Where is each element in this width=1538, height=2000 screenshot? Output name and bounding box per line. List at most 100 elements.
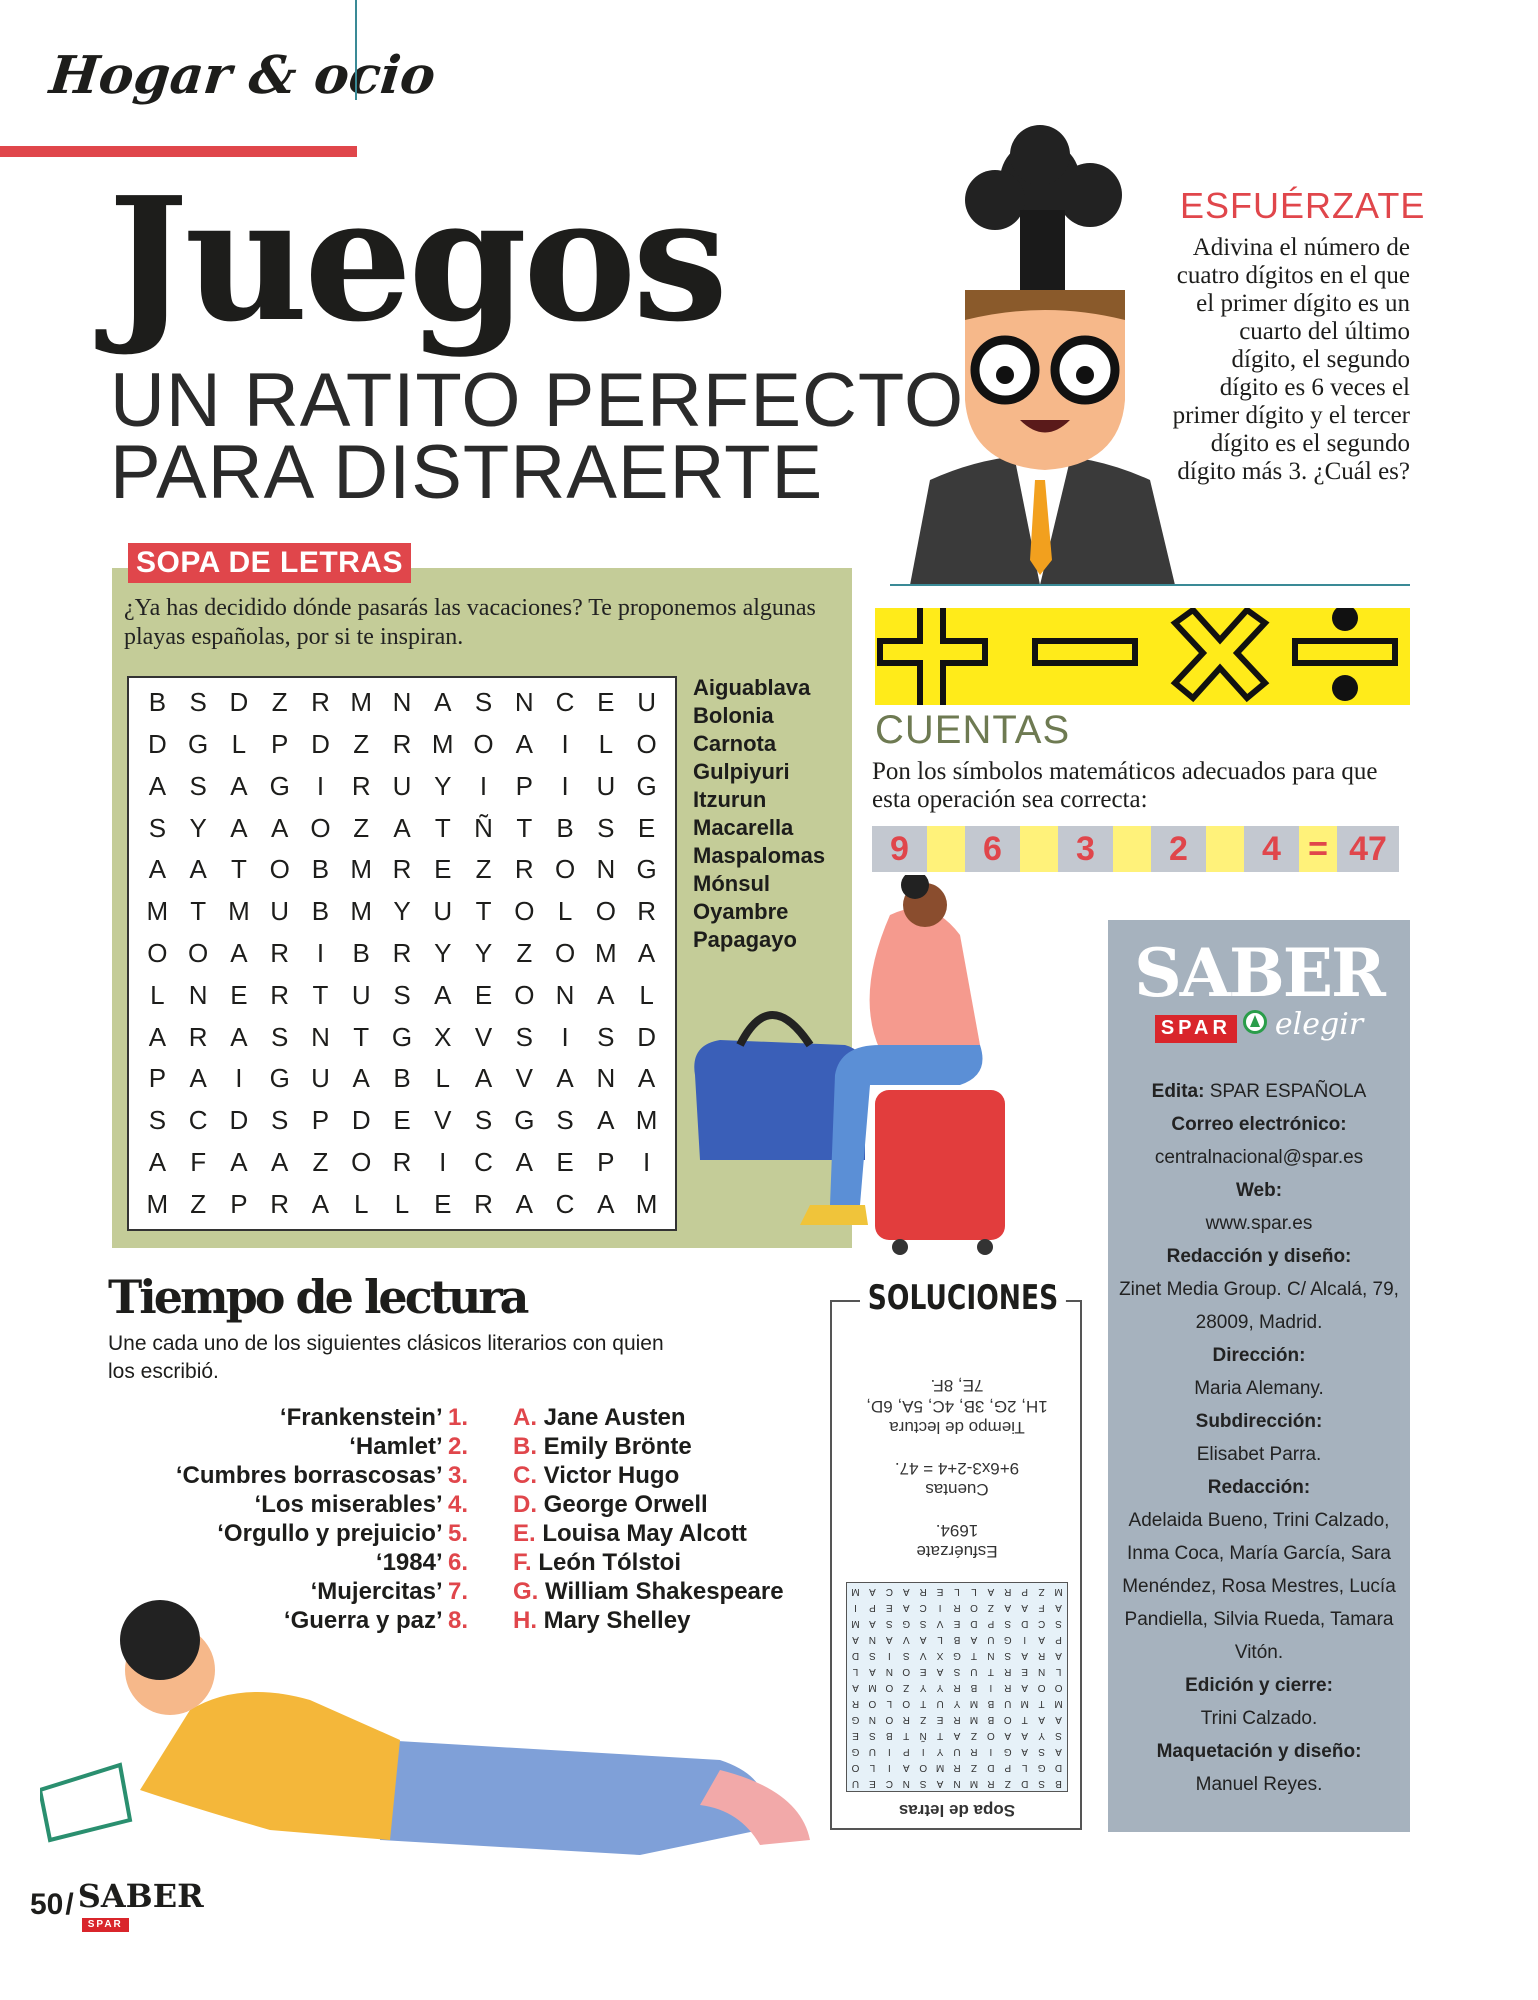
grid-letter[interactable]: G bbox=[269, 1063, 290, 1094]
grid-letter[interactable]: S bbox=[597, 812, 615, 843]
grid-letter[interactable]: T bbox=[475, 896, 492, 927]
grid-letter[interactable]: M bbox=[350, 854, 373, 885]
grid-letter[interactable]: S bbox=[474, 1105, 493, 1136]
grid-letter[interactable]: P bbox=[311, 1105, 330, 1136]
grid-letter[interactable]: A bbox=[148, 1146, 167, 1177]
grid-letter[interactable]: M bbox=[431, 729, 454, 760]
grid-letter[interactable]: N bbox=[392, 687, 412, 718]
grid-letter[interactable]: R bbox=[514, 854, 534, 885]
grid-letter[interactable]: T bbox=[190, 896, 207, 927]
grid-letter[interactable]: R bbox=[474, 1188, 493, 1219]
grid-letter[interactable]: I bbox=[561, 729, 569, 760]
grid-letter[interactable]: Y bbox=[393, 896, 411, 927]
grid-letter[interactable]: A bbox=[637, 1063, 656, 1094]
grid-letter[interactable]: Z bbox=[516, 937, 533, 968]
grid-letter[interactable]: M bbox=[635, 1105, 658, 1136]
grid-letter[interactable]: E bbox=[393, 1105, 411, 1136]
grid-letter[interactable]: A bbox=[597, 979, 615, 1010]
grid-letter[interactable]: A bbox=[189, 854, 207, 885]
grid-letter[interactable]: I bbox=[316, 770, 325, 801]
grid-letter[interactable]: Z bbox=[190, 1188, 207, 1219]
grid-letter[interactable]: P bbox=[271, 729, 289, 760]
grid-letter[interactable]: O bbox=[514, 896, 535, 927]
grid-letter[interactable]: A bbox=[515, 1146, 533, 1177]
grid-letter[interactable]: E bbox=[597, 687, 615, 718]
grid-letter[interactable]: R bbox=[392, 1146, 412, 1177]
grid-letter[interactable]: L bbox=[557, 896, 573, 927]
grid-letter[interactable]: B bbox=[352, 937, 370, 968]
grid-letter[interactable]: Y bbox=[474, 937, 493, 968]
grid-letter[interactable]: M bbox=[228, 896, 250, 927]
grid-letter[interactable]: R bbox=[311, 687, 330, 718]
grid-letter[interactable]: O bbox=[554, 937, 576, 968]
grid-letter[interactable]: R bbox=[392, 729, 412, 760]
symbol-slot[interactable] bbox=[927, 826, 965, 872]
grid-letter[interactable]: R bbox=[270, 1188, 290, 1219]
grid-letter[interactable]: S bbox=[597, 1021, 615, 1052]
grid-letter[interactable]: O bbox=[147, 937, 168, 968]
grid-letter[interactable]: U bbox=[637, 687, 656, 718]
grid-letter[interactable]: R bbox=[637, 896, 656, 927]
grid-letter[interactable]: X bbox=[434, 1021, 452, 1052]
grid-letter[interactable]: I bbox=[642, 1146, 651, 1177]
grid-letter[interactable]: A bbox=[434, 979, 452, 1010]
grid-letter[interactable]: C bbox=[188, 1105, 208, 1136]
grid-letter[interactable]: S bbox=[271, 1105, 289, 1136]
grid-letter[interactable]: E bbox=[637, 812, 656, 843]
grid-letter[interactable]: A bbox=[148, 1021, 167, 1052]
grid-letter[interactable]: A bbox=[189, 1063, 207, 1094]
grid-letter[interactable]: V bbox=[515, 1063, 533, 1094]
grid-letter[interactable]: S bbox=[393, 979, 411, 1010]
symbol-slot[interactable] bbox=[1020, 826, 1058, 872]
grid-letter[interactable]: S bbox=[148, 1105, 167, 1136]
grid-letter[interactable]: T bbox=[434, 812, 451, 843]
grid-letter[interactable]: A bbox=[148, 854, 167, 885]
grid-letter[interactable]: C bbox=[555, 687, 575, 718]
grid-letter[interactable]: G bbox=[269, 770, 290, 801]
grid-letter[interactable]: M bbox=[595, 937, 617, 968]
grid-letter[interactable]: D bbox=[229, 687, 249, 718]
grid-letter[interactable]: N bbox=[555, 979, 575, 1010]
grid-letter[interactable]: A bbox=[474, 1063, 493, 1094]
grid-letter[interactable]: O bbox=[554, 854, 576, 885]
grid-letter[interactable]: A bbox=[230, 1146, 248, 1177]
grid-letter[interactable]: S bbox=[515, 1021, 533, 1052]
grid-letter[interactable]: Z bbox=[353, 729, 370, 760]
grid-letter[interactable]: P bbox=[148, 1063, 167, 1094]
grid-letter[interactable]: V bbox=[434, 1105, 452, 1136]
grid-letter[interactable]: C bbox=[555, 1188, 575, 1219]
grid-letter[interactable]: R bbox=[392, 854, 412, 885]
grid-letter[interactable]: S bbox=[271, 1021, 289, 1052]
grid-letter[interactable]: R bbox=[270, 979, 290, 1010]
grid-letter[interactable]: M bbox=[350, 687, 373, 718]
grid-letter[interactable]: M bbox=[146, 1188, 169, 1219]
grid-letter[interactable]: A bbox=[271, 1146, 289, 1177]
grid-letter[interactable]: A bbox=[230, 812, 248, 843]
grid-letter[interactable]: A bbox=[271, 812, 289, 843]
grid-letter[interactable]: G bbox=[514, 1105, 535, 1136]
grid-letter[interactable]: E bbox=[434, 1188, 452, 1219]
grid-letter[interactable]: A bbox=[515, 1188, 533, 1219]
grid-letter[interactable]: N bbox=[514, 687, 534, 718]
grid-letter[interactable]: P bbox=[597, 1146, 615, 1177]
grid-letter[interactable]: G bbox=[636, 770, 657, 801]
symbol-slot[interactable] bbox=[1113, 826, 1151, 872]
grid-letter[interactable]: S bbox=[556, 1105, 574, 1136]
grid-letter[interactable]: E bbox=[434, 854, 452, 885]
grid-letter[interactable]: A bbox=[311, 1188, 330, 1219]
grid-letter[interactable]: U bbox=[270, 896, 290, 927]
grid-letter[interactable]: V bbox=[474, 1021, 493, 1052]
grid-letter[interactable]: S bbox=[189, 770, 207, 801]
grid-letter[interactable]: N bbox=[188, 979, 208, 1010]
grid-letter[interactable]: L bbox=[598, 729, 614, 760]
grid-letter[interactable]: D bbox=[637, 1021, 656, 1052]
grid-letter[interactable]: S bbox=[474, 687, 493, 718]
grid-letter[interactable]: D bbox=[229, 1105, 249, 1136]
grid-letter[interactable]: R bbox=[188, 1021, 208, 1052]
grid-letter[interactable]: O bbox=[188, 937, 209, 968]
grid-letter[interactable]: M bbox=[635, 1188, 658, 1219]
grid-letter[interactable]: A bbox=[230, 770, 248, 801]
grid-letter[interactable]: L bbox=[435, 1063, 450, 1094]
grid-letter[interactable]: R bbox=[351, 770, 371, 801]
